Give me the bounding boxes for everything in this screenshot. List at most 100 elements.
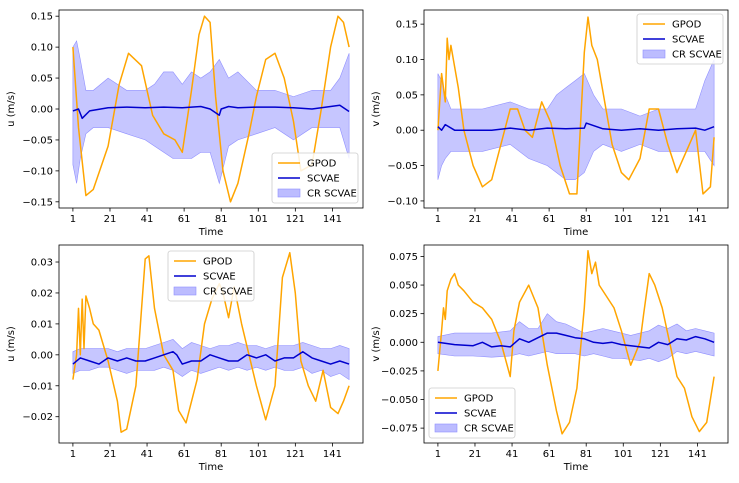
subplot-3: 1 21 41 61 81 101 121 141−0.02−0.010.000.010.02… [6, 244, 364, 473]
plot-area [437, 16, 715, 195]
gpod-line [437, 16, 715, 195]
y-tick-label: 0.15 [31, 12, 53, 23]
y-tick-label: 0.00 [31, 350, 53, 361]
x-tick-label: 101 [614, 449, 633, 460]
y-tick-label: −0.01 [22, 381, 53, 392]
legend-swatch-cr-scvae [173, 286, 197, 296]
y-tick-label: 0.00 [31, 105, 53, 116]
y-axis-label: u (m/s) [6, 326, 17, 362]
subplot-1: 1 21 41 61 81 101 121 141−0.15−0.10−0.050.000.0… [6, 9, 364, 238]
gpod-line [72, 251, 350, 433]
scvae-line [72, 104, 350, 120]
x-tick-label: 1 [435, 214, 441, 225]
y-axis-label: v (m/s) [371, 91, 382, 126]
y-tick-label: 0.025 [389, 309, 418, 320]
y-tick-label: 0.000 [389, 338, 418, 349]
x-tick-label: 121 [651, 214, 670, 225]
legend-label: CR SCVAE [203, 287, 253, 298]
x-tick-label: 141 [688, 214, 707, 225]
x-tick-label: 1 [70, 449, 76, 460]
x-tick-label: 141 [323, 449, 342, 460]
y-tick-label: 0.05 [31, 74, 53, 85]
x-tick-label: 21 [469, 214, 482, 225]
y-tick-label: 0.00 [396, 126, 418, 137]
scvae-line [437, 122, 715, 131]
x-tick-label: 41 [506, 214, 519, 225]
y-axis-label: u (m/s) [6, 91, 17, 127]
subplot-4: 1 21 41 61 81 101 121 141−0.075−0.050−0.0250.00… [371, 244, 729, 473]
legend-label: CR SCVAE [464, 424, 514, 435]
x-tick-label: 1 [70, 214, 76, 225]
legend-label: GPOD [464, 394, 494, 405]
y-tick-label: −0.15 [22, 197, 53, 208]
y-tick-label: 0.050 [389, 281, 418, 292]
x-tick-label: 41 [141, 214, 154, 225]
x-tick-label: 121 [286, 214, 305, 225]
y-tick-label: −0.10 [22, 166, 53, 177]
y-tick-label: 0.10 [31, 43, 53, 54]
x-tick-label: 61 [543, 449, 556, 460]
x-tick-label: 101 [614, 214, 633, 225]
legend-swatch-cr-scvae [642, 49, 666, 59]
y-tick-label: 0.01 [31, 319, 53, 330]
legend-label: CR SCVAE [672, 50, 722, 61]
x-tick-label: 1 [435, 449, 441, 460]
legend-swatch-cr-scvae [434, 423, 458, 433]
x-tick-label: 21 [469, 449, 482, 460]
x-axis-label: Time [563, 227, 588, 238]
x-tick-label: 81 [215, 449, 228, 460]
axes-frame [58, 244, 364, 444]
y-tick-label: −0.10 [387, 196, 418, 207]
legend-label: SCVAE [464, 409, 497, 420]
axes-frame [423, 9, 729, 209]
y-tick-label: −0.05 [22, 135, 53, 146]
legend-label: SCVAE [672, 35, 705, 46]
cr-scvae-band [437, 59, 715, 180]
legend-swatch-cr-scvae [277, 188, 301, 198]
x-axis-label: Time [198, 462, 223, 473]
y-axis-label: v (m/s) [371, 326, 382, 361]
plot-area [72, 251, 350, 433]
x-tick-label: 101 [249, 214, 268, 225]
x-tick-label: 41 [141, 449, 154, 460]
subplot-2: 1 21 41 61 81 101 121 141−0.10−0.050.000.050.10… [371, 9, 729, 238]
y-tick-label: −0.025 [381, 366, 418, 377]
legend: GPOD SCVAE CR SCVAE [428, 387, 516, 439]
legend: GPOD SCVAE CR SCVAE [636, 13, 724, 65]
plot-area [437, 249, 715, 435]
x-tick-label: 121 [286, 449, 305, 460]
legend-label: GPOD [307, 159, 337, 170]
y-tick-label: −0.02 [22, 412, 53, 423]
cr-scvae-band [72, 339, 350, 381]
scvae-line [72, 350, 350, 365]
y-tick-label: −0.05 [387, 161, 418, 172]
y-tick-label: 0.10 [396, 55, 418, 66]
x-tick-label: 101 [249, 449, 268, 460]
x-tick-label: 81 [580, 449, 593, 460]
y-tick-label: 0.02 [31, 288, 53, 299]
x-tick-label: 41 [506, 449, 519, 460]
legend: GPOD SCVAE CR SCVAE [167, 250, 255, 302]
y-tick-label: 0.075 [389, 252, 418, 263]
legend-label: GPOD [672, 20, 702, 31]
x-axis-label: Time [563, 462, 588, 473]
x-tick-label: 141 [688, 449, 707, 460]
legend-label: GPOD [203, 257, 233, 268]
x-tick-label: 81 [215, 214, 228, 225]
legend-label: CR SCVAE [307, 189, 357, 200]
y-tick-label: 0.15 [396, 20, 418, 31]
x-tick-label: 81 [580, 214, 593, 225]
x-tick-label: 141 [323, 214, 342, 225]
x-tick-label: 21 [104, 214, 117, 225]
y-tick-label: 0.05 [396, 90, 418, 101]
x-tick-label: 61 [543, 214, 556, 225]
legend-label: SCVAE [307, 174, 340, 185]
x-tick-label: 61 [178, 214, 191, 225]
legend: GPOD SCVAE CR SCVAE [271, 152, 359, 204]
legend-label: SCVAE [203, 272, 236, 283]
axes-frame [423, 244, 729, 444]
x-tick-label: 21 [104, 449, 117, 460]
x-tick-label: 121 [651, 449, 670, 460]
scvae-line [437, 332, 715, 349]
